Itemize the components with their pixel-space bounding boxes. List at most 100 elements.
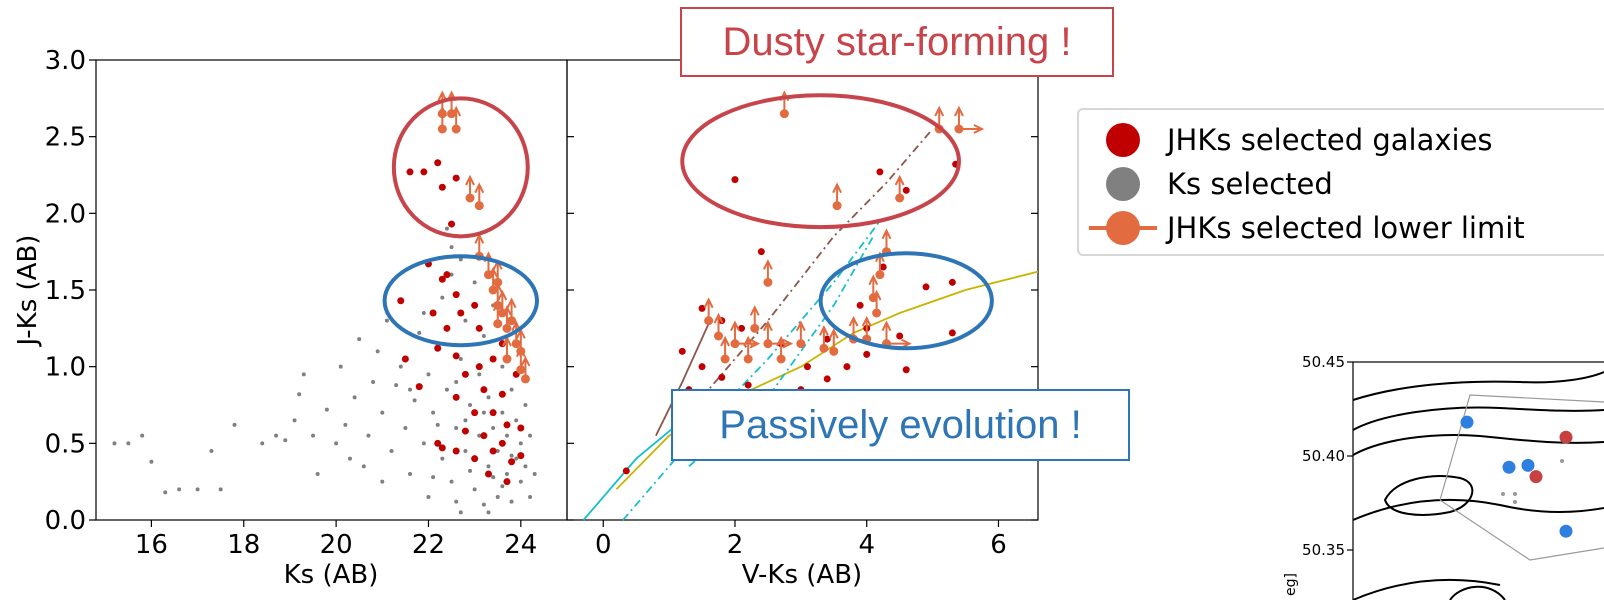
ks-point bbox=[449, 245, 454, 250]
ks-point bbox=[426, 372, 431, 377]
x-tick-label: 24 bbox=[504, 530, 537, 560]
ks-point bbox=[352, 395, 357, 400]
x-tick-label: 2 bbox=[727, 530, 744, 560]
ks-point bbox=[324, 407, 329, 412]
ks-point bbox=[481, 334, 486, 338]
ks-point bbox=[292, 418, 297, 423]
lower-limit-arrowhead bbox=[782, 338, 794, 349]
ks-point bbox=[472, 487, 477, 492]
x-tick-label: 20 bbox=[320, 530, 353, 560]
lower-limit-arrowhead bbox=[520, 355, 531, 367]
jhks-point bbox=[698, 304, 706, 312]
ks-point bbox=[509, 453, 514, 458]
legend-item-ks: Ks selected bbox=[1079, 162, 1333, 206]
jhks-point bbox=[401, 355, 409, 363]
left-regions bbox=[382, 96, 539, 348]
ks-point bbox=[315, 472, 320, 476]
ks-point bbox=[283, 438, 288, 443]
legend-label-lower-limit: JHKs selected lower limit bbox=[1167, 211, 1525, 245]
jhks-point bbox=[757, 248, 765, 256]
lower-limit-point bbox=[730, 339, 740, 349]
jhks-point bbox=[843, 363, 851, 371]
jhks-point bbox=[452, 393, 460, 401]
lower-limit-point bbox=[516, 365, 526, 375]
legend-label-ks: Ks selected bbox=[1167, 167, 1333, 201]
ks-point bbox=[468, 403, 473, 407]
ks-point bbox=[518, 441, 523, 446]
jhks-point bbox=[452, 291, 460, 299]
lower-limit-arrowhead bbox=[871, 289, 882, 301]
ks-point bbox=[408, 387, 412, 392]
lower-limit-point bbox=[704, 316, 714, 326]
lower-limit-point bbox=[720, 354, 730, 364]
ks-point bbox=[523, 464, 528, 469]
ks-point bbox=[514, 456, 519, 461]
sky-map-grey-point bbox=[1501, 492, 1505, 496]
ks-point bbox=[449, 272, 454, 277]
right-data-points bbox=[622, 90, 985, 475]
ks-point bbox=[232, 422, 237, 427]
ks-point bbox=[509, 499, 514, 504]
sky-map-contour bbox=[1352, 499, 1604, 521]
jhks-point bbox=[718, 373, 726, 381]
lower-limit-arrowhead bbox=[763, 320, 773, 332]
jhks-point bbox=[922, 283, 930, 291]
lower-limit-arrowhead bbox=[934, 105, 945, 117]
sky-map-contour bbox=[1383, 475, 1474, 516]
ks-point bbox=[209, 449, 214, 453]
ks-point bbox=[491, 426, 496, 430]
ks-point bbox=[463, 418, 468, 423]
ks-point bbox=[463, 449, 468, 453]
jhks-point bbox=[452, 447, 460, 455]
jhks-point bbox=[508, 458, 516, 466]
ks-point bbox=[301, 372, 306, 377]
ks-point bbox=[357, 337, 362, 342]
ks-point bbox=[532, 472, 537, 476]
legend-item-lower-limit: JHKs selected lower limit bbox=[1079, 206, 1525, 250]
ks-point bbox=[481, 410, 486, 415]
ks-point bbox=[440, 456, 445, 461]
ks-point bbox=[334, 441, 339, 446]
jhks-point bbox=[517, 452, 525, 460]
lower-limit-arrowhead bbox=[703, 297, 714, 309]
lower-limit-arrowhead bbox=[506, 297, 517, 309]
ks-point bbox=[417, 330, 422, 335]
lower-limit-arrowhead bbox=[437, 105, 448, 117]
ks-point bbox=[518, 479, 523, 484]
lower-limit-arrowhead bbox=[819, 325, 829, 336]
ks-point bbox=[468, 468, 473, 473]
jhks-point bbox=[517, 424, 525, 432]
y-tick-label: 1.5 bbox=[45, 276, 86, 306]
lower-limit-point bbox=[763, 277, 773, 287]
lower-limit-arrowhead bbox=[763, 259, 773, 270]
dusty-region-ellipse bbox=[391, 96, 530, 239]
jhks-point bbox=[420, 168, 428, 176]
ks-point bbox=[458, 357, 463, 361]
ks-point bbox=[126, 441, 131, 446]
ks-point bbox=[403, 426, 408, 430]
ks-point bbox=[444, 226, 449, 231]
jhks-point bbox=[471, 409, 479, 417]
sky-map-blue-point bbox=[1502, 460, 1516, 474]
sky-map-grey-point bbox=[1513, 492, 1517, 496]
ks-point bbox=[384, 318, 389, 323]
right-regions bbox=[680, 93, 994, 351]
jhks-point bbox=[475, 324, 483, 332]
sky-map-footprint bbox=[1439, 394, 1604, 501]
ks-point bbox=[491, 475, 496, 480]
ks-point bbox=[477, 433, 482, 438]
jhks-point bbox=[863, 350, 871, 358]
ks-point bbox=[421, 311, 426, 315]
y-tick-label: 0.5 bbox=[45, 429, 86, 459]
model-track-cyan-dashdot-2 bbox=[688, 235, 875, 467]
x-tick-label: 22 bbox=[412, 530, 445, 560]
sky-map-contour bbox=[1352, 371, 1604, 401]
ks-point bbox=[274, 433, 279, 438]
ks-point bbox=[528, 495, 533, 499]
ks-point bbox=[426, 495, 431, 499]
ks-point bbox=[449, 479, 454, 484]
jhks-point bbox=[443, 324, 451, 332]
ks-point bbox=[140, 433, 145, 438]
lower-limit-point bbox=[875, 270, 885, 280]
jhks-point bbox=[480, 386, 488, 394]
